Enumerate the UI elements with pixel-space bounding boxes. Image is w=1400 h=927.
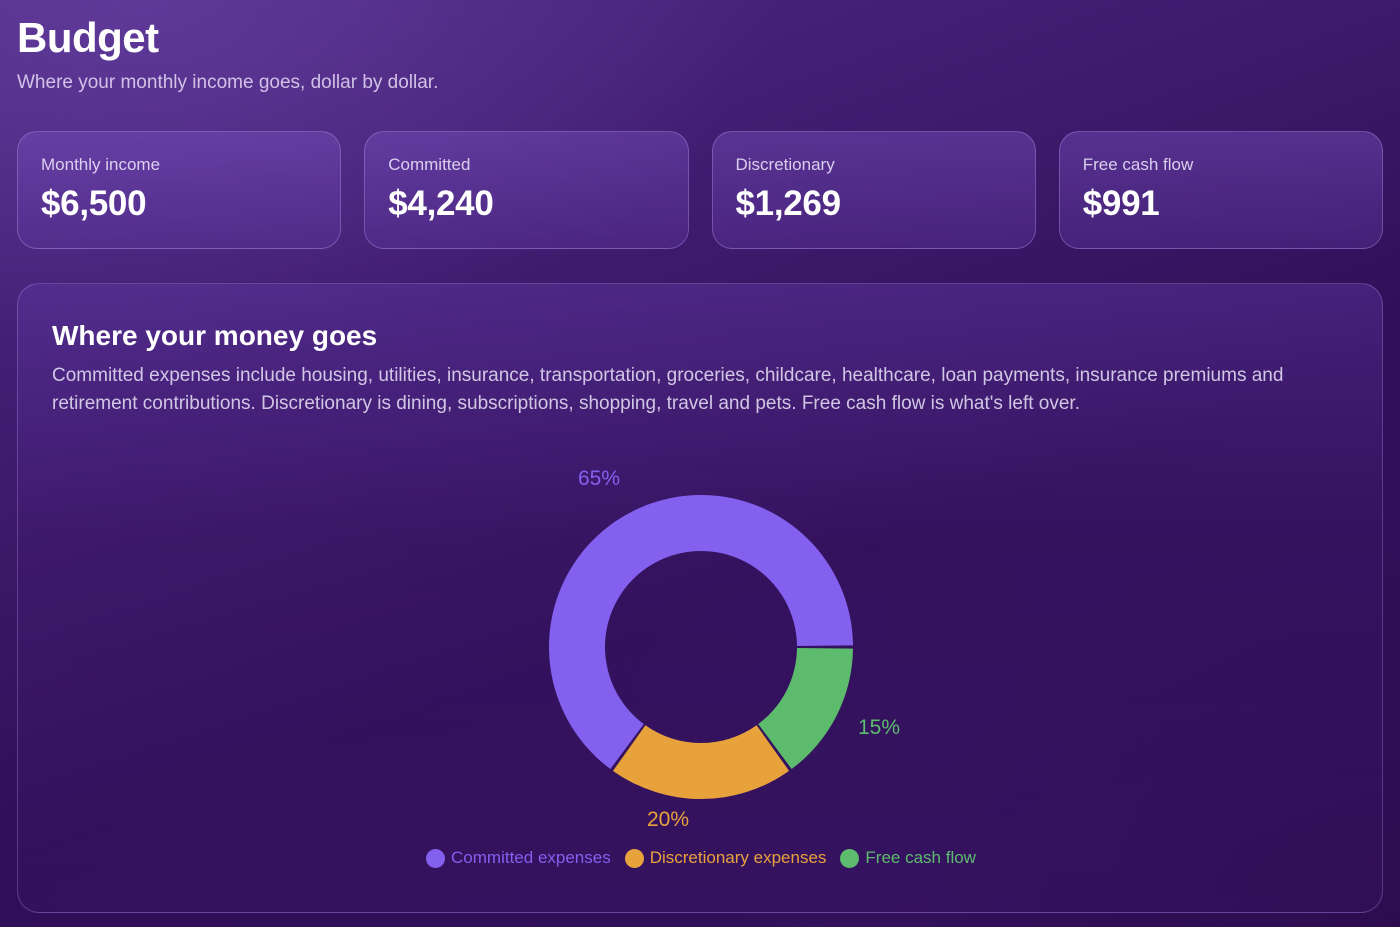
stat-label: Monthly income (41, 155, 161, 174)
data-label: 15% (858, 716, 900, 739)
page-subtitle: Where your monthly income goes, dollar b… (17, 72, 439, 93)
data-label: 20% (647, 808, 689, 831)
data-label: 65% (578, 467, 620, 490)
stat-value: $6,500 (41, 184, 147, 223)
donut-slice-discretionary-expenses (612, 725, 790, 799)
stat-card-free-cash-flow: Free cash flow $991 (1058, 131, 1383, 249)
stat-card-committed: Committed $4,240 (364, 131, 689, 249)
panel-title: Where your money goes (52, 320, 378, 351)
legend-swatch (426, 848, 446, 868)
legend-label: Discretionary expenses (649, 848, 827, 867)
legend-swatch (840, 848, 860, 868)
stat-card-discretionary: Discretionary $1,269 (711, 131, 1036, 249)
legend-swatch (624, 848, 644, 868)
panel-description: Committed expenses include housing, util… (52, 365, 1284, 414)
legend-label: Free cash flow (865, 848, 976, 867)
money-breakdown-panel: Where your money goes Committed expenses… (17, 283, 1383, 913)
page-title: Budget (17, 14, 159, 61)
legend-item: Discretionary expenses (624, 848, 827, 868)
stat-value: $991 (1082, 184, 1160, 223)
stat-label: Committed (388, 155, 471, 174)
donut-slice-free-cash-flow (758, 648, 853, 770)
stat-label: Free cash flow (1082, 155, 1194, 174)
stat-card-monthly-income: Monthly income $6,500 (17, 131, 342, 249)
legend-item: Committed expenses (426, 848, 611, 868)
donut-slice-committed-expenses (548, 495, 853, 770)
stat-cards: Monthly income $6,500 Committed $4,240 D… (17, 131, 1383, 249)
stat-value: $1,269 (735, 184, 842, 223)
legend-item: Free cash flow (840, 848, 976, 868)
stat-label: Discretionary (735, 155, 835, 174)
legend-label: Committed expenses (451, 848, 611, 867)
chart-legend: Committed expenses Discretionary expenses… (18, 848, 1384, 868)
stat-value: $4,240 (388, 184, 494, 223)
donut-chart: 65% 20% 15% (548, 467, 900, 831)
